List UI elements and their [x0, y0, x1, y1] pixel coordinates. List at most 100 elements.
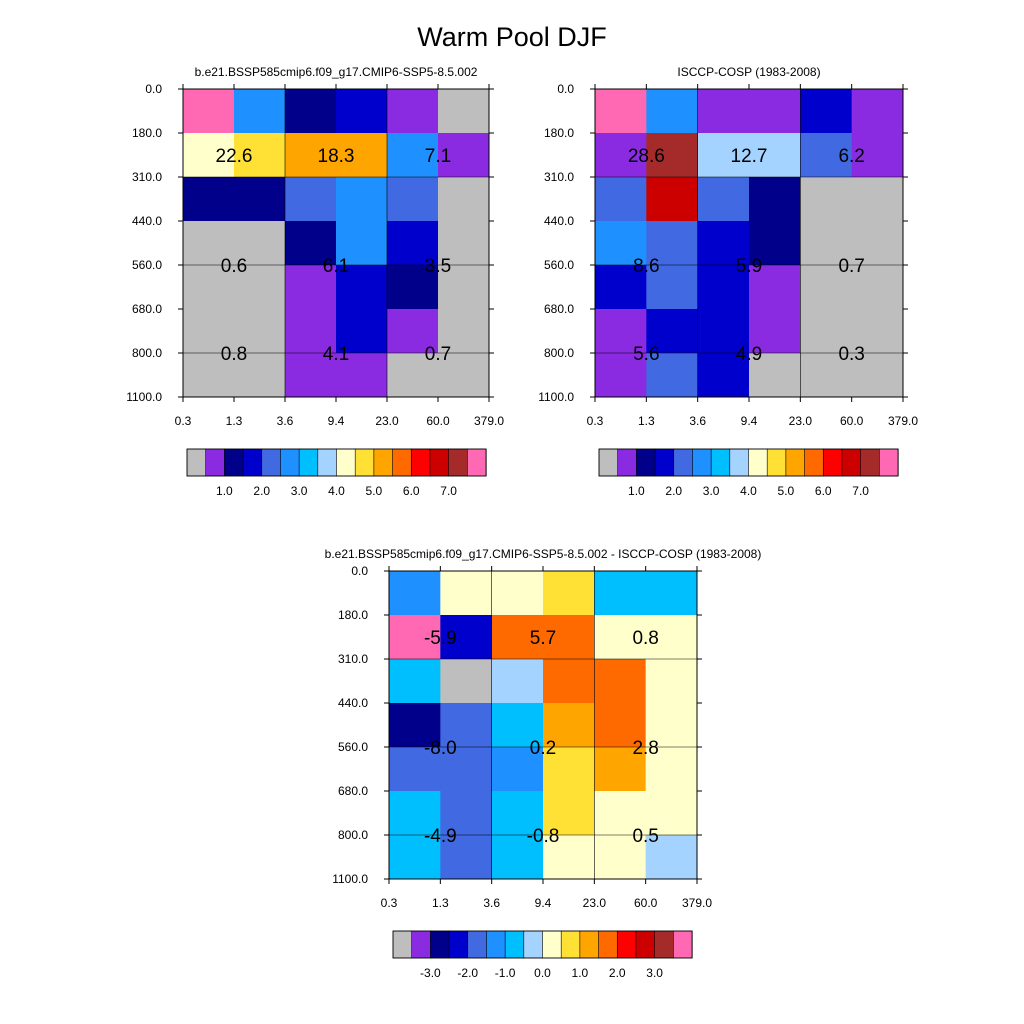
cell-value-label: -4.9: [424, 826, 457, 847]
heatmap-cell: [234, 221, 286, 266]
heatmap-cell: [336, 177, 388, 222]
colorbar-label: 5.0: [778, 484, 795, 498]
colorbar-label: 0.0: [534, 966, 551, 980]
colorbar-swatch: [822, 448, 843, 477]
y-tick-label: 1100.0: [126, 390, 162, 404]
x-tick-label: 379.0: [888, 414, 918, 428]
colorbar-label: 6.0: [403, 484, 420, 498]
heatmap-cell: [438, 221, 490, 266]
heatmap-cell: [646, 309, 699, 354]
colorbar-swatch: [542, 930, 562, 959]
y-tick-label: 0.0: [145, 82, 162, 96]
heatmap-cell: [387, 177, 439, 222]
heatmap-cell: [646, 177, 699, 222]
cell-value-label: 0.3: [838, 344, 864, 365]
x-tick-label: 60.0: [426, 414, 450, 428]
y-tick-label: 440.0: [132, 214, 162, 228]
heatmap-cell: [697, 89, 750, 134]
cell-value-label: 0.6: [221, 256, 247, 277]
colorbar-label: 5.0: [366, 484, 383, 498]
colorbar-swatch: [411, 930, 431, 959]
heatmap-cell: [438, 309, 490, 354]
heatmap-panel-1: b.e21.BSSP585cmip6.f09_g17.CMIP6-SSP5-8.…: [126, 65, 504, 498]
heatmap-cell: [440, 791, 493, 836]
heatmap-cell: [646, 133, 699, 178]
colorbar-swatch: [486, 930, 506, 959]
colorbar-swatch: [879, 448, 899, 477]
heatmap-cell: [595, 265, 647, 310]
heatmap-cell: [389, 703, 441, 748]
heatmap-cell: [440, 659, 493, 704]
heatmap-cell: [336, 265, 388, 310]
heatmap-cell: [645, 835, 698, 880]
heatmap-cell: [851, 265, 904, 310]
heatmap-cell: [543, 615, 595, 660]
colorbar-swatch: [261, 448, 282, 477]
colorbar-swatch: [504, 930, 525, 959]
colorbar-swatch: [785, 448, 806, 477]
x-tick-label: 60.0: [634, 896, 658, 910]
x-tick-label: 60.0: [840, 414, 864, 428]
heatmap-cell: [336, 89, 388, 134]
colorbar-swatch: [430, 930, 450, 959]
colorbar-label: 1.0: [216, 484, 233, 498]
colorbar-frame: [598, 448, 899, 477]
cell-value-label: 4.9: [736, 344, 762, 365]
heatmap-cell: [749, 309, 801, 354]
heatmap-cell: [594, 659, 647, 704]
cell-value-label: 7.1: [425, 146, 451, 167]
x-tick-label: 1.3: [432, 896, 449, 910]
colorbar-swatch: [410, 448, 431, 477]
heatmap-cell: [438, 353, 490, 398]
heatmap-cell: [645, 571, 698, 616]
cell-value-label: 12.7: [731, 146, 768, 167]
x-tick-label: 9.4: [328, 414, 345, 428]
heatmap-cell: [851, 133, 904, 178]
cell-value-label: -5.9: [424, 628, 457, 649]
panel-title: ISCCP-COSP (1983-2008): [677, 65, 820, 79]
heatmap-panel-3: b.e21.BSSP585cmip6.f09_g17.CMIP6-SSP5-8.…: [325, 547, 762, 980]
heatmap-cell: [646, 221, 699, 266]
panel-title: b.e21.BSSP585cmip6.f09_g17.CMIP6-SSP5-8.…: [195, 65, 478, 79]
figure-title: Warm Pool DJF: [417, 22, 607, 52]
cell-value-label: 22.6: [216, 146, 253, 167]
colorbar-swatch: [186, 448, 207, 477]
y-tick-label: 1100.0: [332, 872, 368, 886]
colorbar-label: 7.0: [852, 484, 869, 498]
heatmap-cell: [697, 265, 750, 310]
x-tick-label: 9.4: [535, 896, 552, 910]
heatmap-cell: [645, 747, 698, 792]
heatmap-cell: [336, 133, 388, 178]
heatmap-cell: [336, 309, 388, 354]
heatmap-cell: [646, 353, 699, 398]
heatmap-cell: [440, 747, 493, 792]
heatmap-cell: [595, 177, 647, 222]
heatmap-cell: [697, 353, 750, 398]
heatmap-cell: [491, 659, 544, 704]
colorbar-swatch: [392, 930, 413, 959]
colorbar-frame: [392, 930, 693, 959]
y-tick-label: 440.0: [338, 696, 368, 710]
colorbar-label: 1.0: [628, 484, 645, 498]
colorbar-label: -1.0: [495, 966, 516, 980]
y-tick-label: 560.0: [338, 740, 368, 754]
colorbar-swatch: [673, 448, 694, 477]
colorbar-frame: [186, 448, 487, 477]
y-tick-label: 680.0: [338, 784, 368, 798]
heatmap-cell: [800, 221, 853, 266]
heatmap-cell: [389, 747, 441, 792]
cell-value-label: 5.7: [530, 628, 556, 649]
y-tick-label: 180.0: [338, 608, 368, 622]
cell-value-label: 0.7: [838, 256, 864, 277]
colorbar-swatch: [392, 448, 412, 477]
heatmap-cell: [595, 133, 647, 178]
x-tick-label: 3.6: [483, 896, 500, 910]
colorbar-label: 2.0: [665, 484, 682, 498]
heatmap-cell: [851, 89, 904, 134]
colorbar-swatch: [635, 930, 656, 959]
heatmap-cell: [389, 615, 441, 660]
heatmap-cell: [440, 835, 493, 880]
colorbar-swatch: [860, 448, 880, 477]
heatmap-cell: [387, 309, 439, 354]
heatmap-cell: [800, 133, 853, 178]
